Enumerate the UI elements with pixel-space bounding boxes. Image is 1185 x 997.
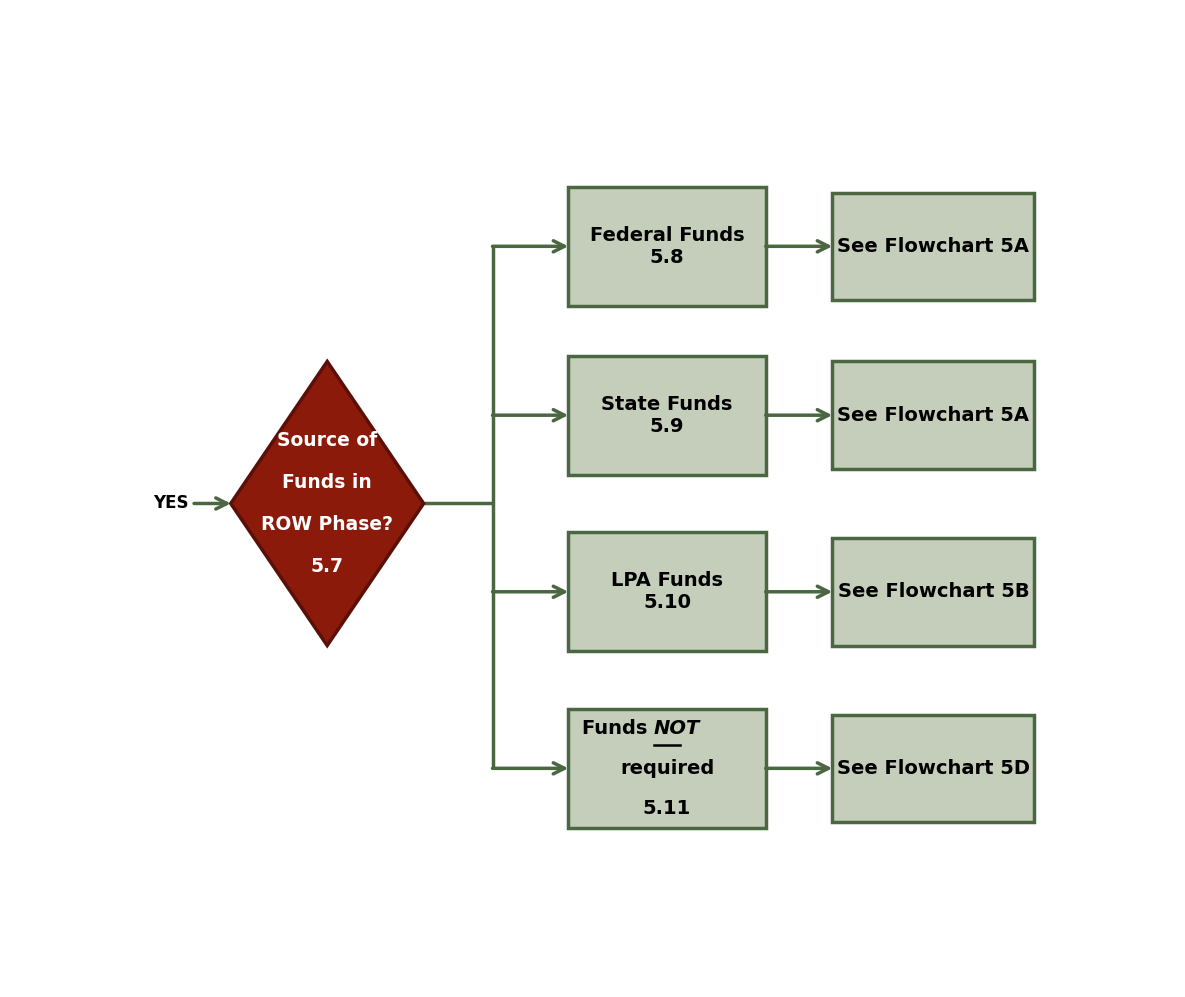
Text: NOT: NOT xyxy=(654,719,700,738)
Text: See Flowchart 5B: See Flowchart 5B xyxy=(838,582,1029,601)
Text: Federal Funds
5.8: Federal Funds 5.8 xyxy=(590,225,744,267)
Polygon shape xyxy=(231,362,424,645)
Text: 5.11: 5.11 xyxy=(643,799,691,818)
Text: Funds: Funds xyxy=(582,719,654,738)
FancyBboxPatch shape xyxy=(832,538,1035,645)
Text: 5.7: 5.7 xyxy=(310,557,344,576)
FancyBboxPatch shape xyxy=(569,709,766,828)
FancyBboxPatch shape xyxy=(832,192,1035,300)
FancyBboxPatch shape xyxy=(569,186,766,306)
Text: required: required xyxy=(620,759,715,778)
Text: Funds in: Funds in xyxy=(282,473,372,492)
Text: See Flowchart 5D: See Flowchart 5D xyxy=(837,759,1030,778)
Text: YES: YES xyxy=(153,495,188,512)
Text: See Flowchart 5A: See Flowchart 5A xyxy=(838,237,1030,256)
Text: Source of: Source of xyxy=(277,431,377,450)
FancyBboxPatch shape xyxy=(569,356,766,475)
FancyBboxPatch shape xyxy=(569,532,766,651)
FancyBboxPatch shape xyxy=(832,362,1035,469)
FancyBboxPatch shape xyxy=(832,715,1035,823)
Text: ROW Phase?: ROW Phase? xyxy=(261,515,393,534)
Text: State Funds
5.9: State Funds 5.9 xyxy=(601,395,732,436)
Text: LPA Funds
5.10: LPA Funds 5.10 xyxy=(611,571,723,612)
Text: See Flowchart 5A: See Flowchart 5A xyxy=(838,406,1030,425)
